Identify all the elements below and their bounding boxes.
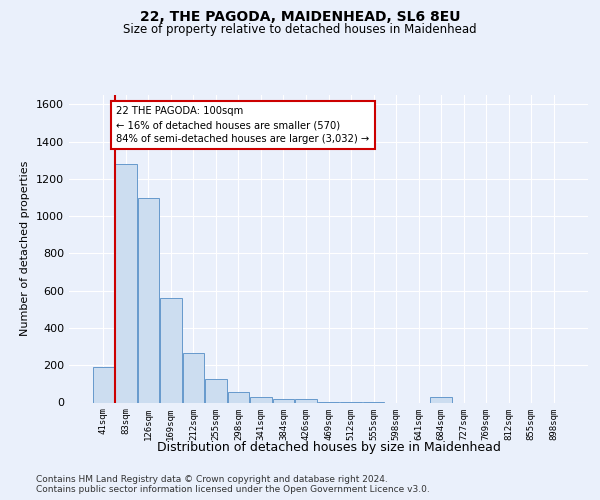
- Bar: [295, 399, 317, 402]
- Bar: [250, 397, 272, 402]
- Bar: [205, 379, 227, 402]
- Y-axis label: Number of detached properties: Number of detached properties: [20, 161, 31, 336]
- Bar: [160, 298, 182, 403]
- Bar: [92, 367, 114, 402]
- Bar: [430, 398, 452, 402]
- Bar: [182, 353, 204, 403]
- Bar: [228, 392, 249, 402]
- Text: Contains public sector information licensed under the Open Government Licence v3: Contains public sector information licen…: [36, 486, 430, 494]
- Bar: [115, 164, 137, 402]
- Text: Size of property relative to detached houses in Maidenhead: Size of property relative to detached ho…: [123, 22, 477, 36]
- Text: 22, THE PAGODA, MAIDENHEAD, SL6 8EU: 22, THE PAGODA, MAIDENHEAD, SL6 8EU: [140, 10, 460, 24]
- Text: 22 THE PAGODA: 100sqm
← 16% of detached houses are smaller (570)
84% of semi-det: 22 THE PAGODA: 100sqm ← 16% of detached …: [116, 106, 370, 144]
- Bar: [137, 198, 159, 402]
- Text: Contains HM Land Registry data © Crown copyright and database right 2024.: Contains HM Land Registry data © Crown c…: [36, 474, 388, 484]
- Bar: [273, 399, 294, 402]
- Text: Distribution of detached houses by size in Maidenhead: Distribution of detached houses by size …: [157, 441, 501, 454]
